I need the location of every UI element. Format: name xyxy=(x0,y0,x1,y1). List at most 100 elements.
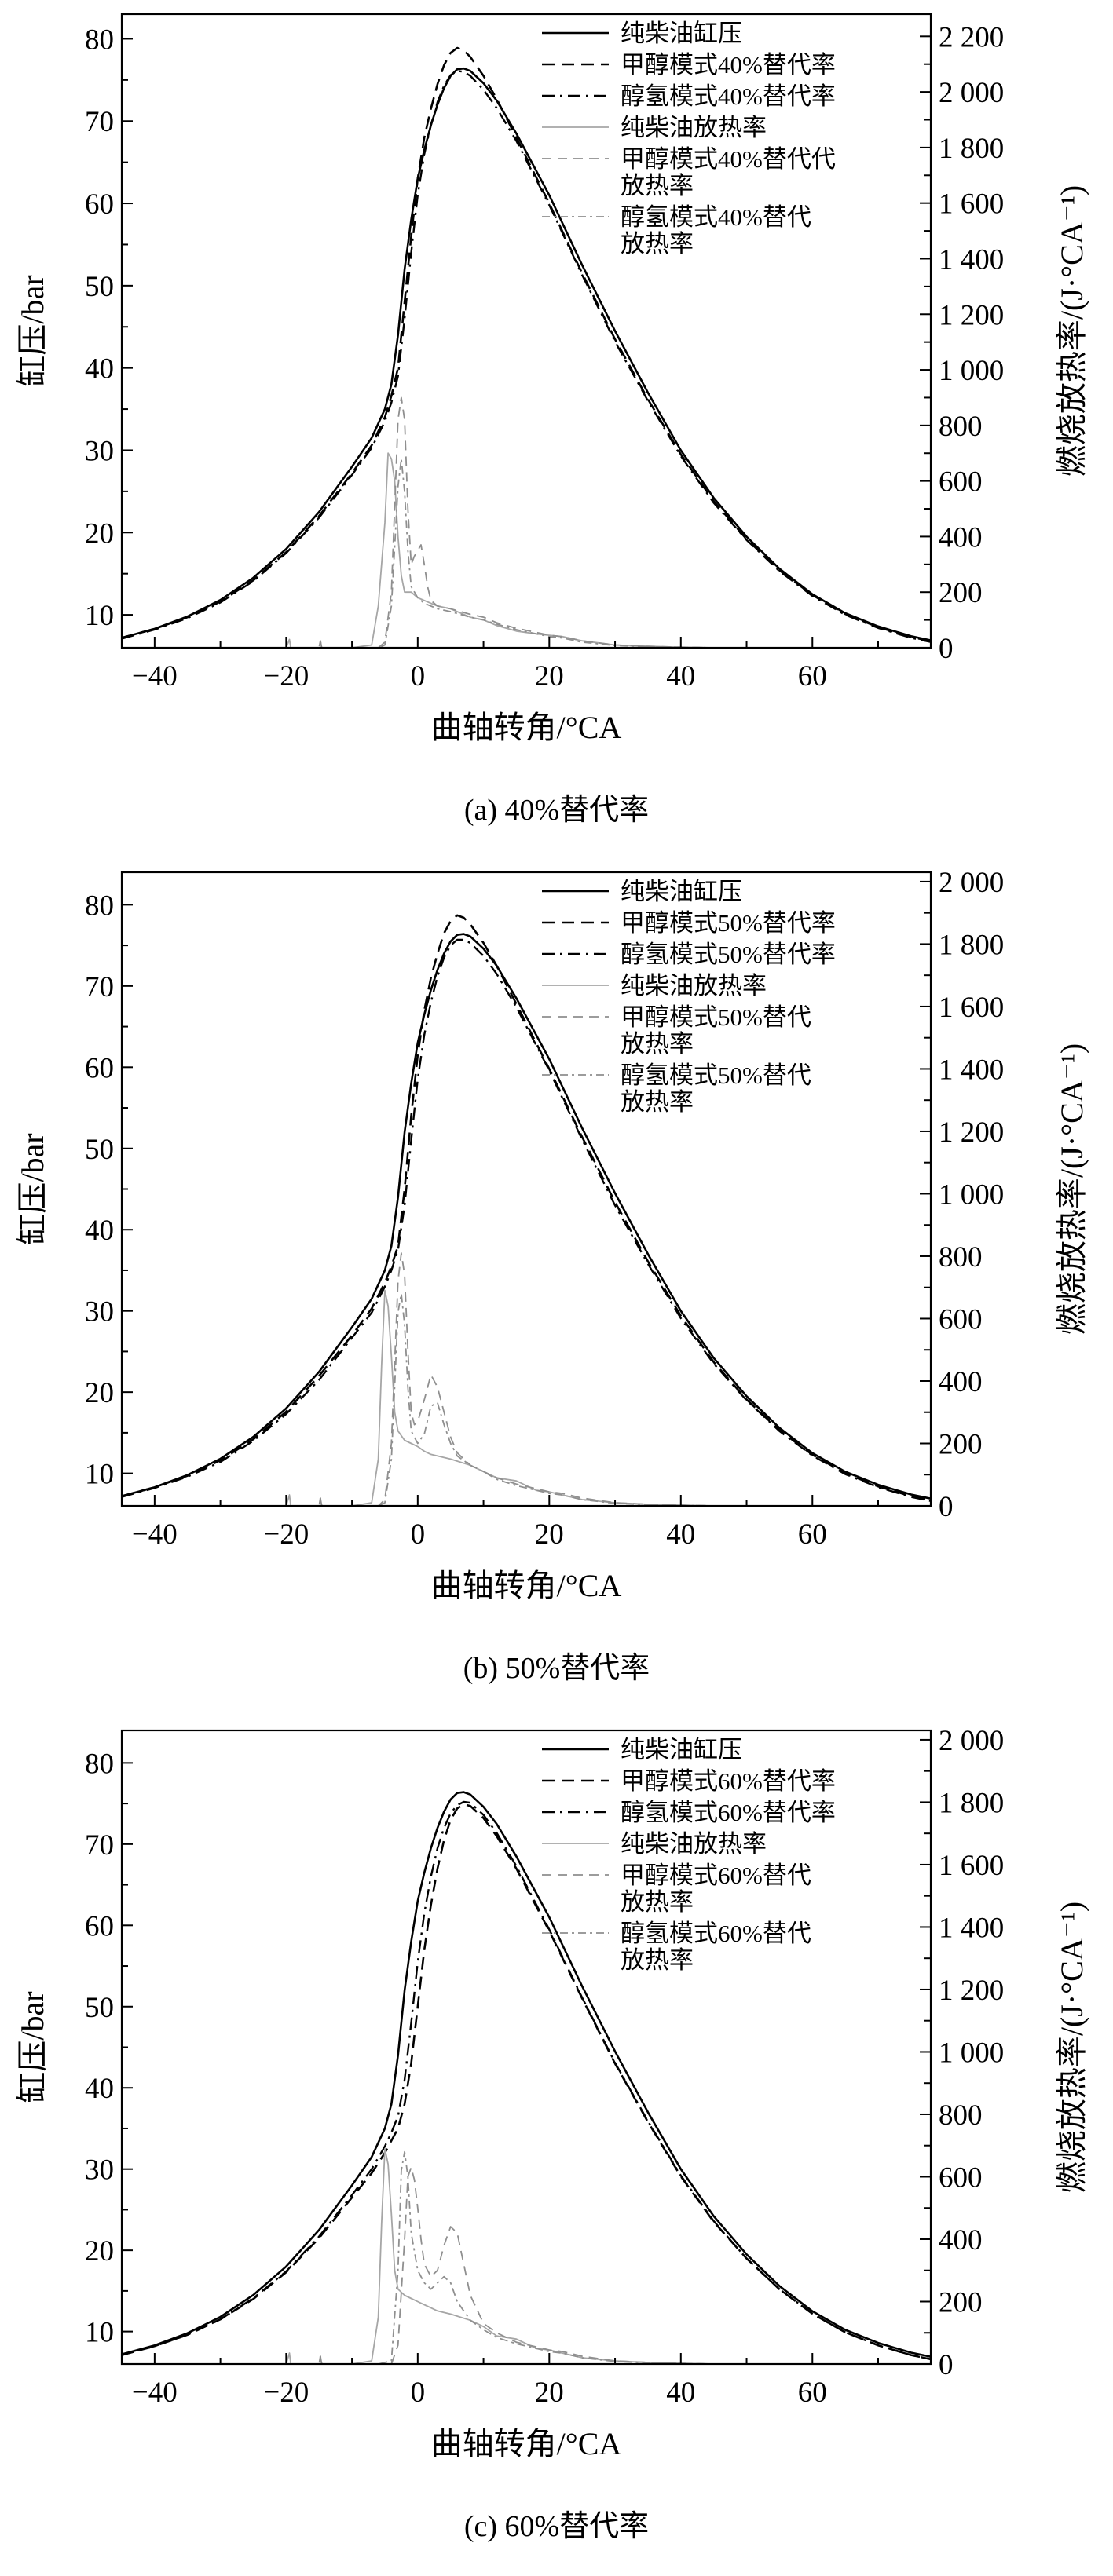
y2-tick-label: 200 xyxy=(939,577,983,609)
chart-panel-b: −40 −20 0 20 40 60 10 20 30 40 50 60 70 80 0 200 400 600 8… xyxy=(0,858,1113,1716)
chart-caption-a: (a) 40%替代率 xyxy=(463,794,650,827)
legend-label-1: 纯柴油缸压 xyxy=(621,878,742,905)
legend-label-1: 纯柴油缸压 xyxy=(621,1736,742,1763)
y2-tick-label: 1 400 xyxy=(939,1912,1004,1944)
y-tick-label: 40 xyxy=(85,353,114,385)
y2-tick-label: 1 800 xyxy=(939,1787,1004,1819)
series-line-6 xyxy=(122,2150,931,2364)
legend: 纯柴油缸压甲醇模式40%替代率醇氢模式40%替代率纯柴油放热率甲醇模式40%替代… xyxy=(542,20,836,258)
legend-label-4: 纯柴油放热率 xyxy=(621,972,767,999)
chart-svg-b: −40 −20 0 20 40 60102030405060708002004006008… xyxy=(15,867,1089,1603)
legend-label-1: 纯柴油缸压 xyxy=(621,20,742,47)
x-tick-label: −40 xyxy=(132,660,178,692)
chart-panel-c: −40 −20 0 20 40 60 10 20 30 40 50 60 70 80 0 200 400 600 8… xyxy=(0,1716,1113,2574)
y2-tick-label: 1 600 xyxy=(939,188,1004,221)
y-tick-label: 20 xyxy=(85,1377,114,1409)
y2-tick-label: 1 200 xyxy=(939,1116,1004,1149)
y2-axis-label: 燃烧放热率/(J·°CA⁻¹) xyxy=(1054,1043,1089,1335)
y2-tick-label: 0 xyxy=(939,1491,954,1523)
legend-label-5: 放热率 xyxy=(621,172,694,199)
y-tick-label: 80 xyxy=(85,890,114,922)
y-tick-label: 30 xyxy=(85,2154,114,2187)
y-tick-label: 70 xyxy=(85,1829,114,1862)
legend: 纯柴油缸压甲醇模式60%替代率醇氢模式60%替代率纯柴油放热率甲醇模式60%替代… xyxy=(542,1736,836,1974)
legend-label-6: 放热率 xyxy=(621,230,694,258)
y2-tick-label: 1 000 xyxy=(939,355,1004,387)
y-tick-label: 30 xyxy=(85,1296,114,1328)
x-tick-label: −40 xyxy=(132,2377,178,2409)
y-tick-label: 20 xyxy=(85,2235,114,2267)
legend-label-6: 醇氢模式40%替代 xyxy=(621,203,811,231)
legend-label-5: 甲醇模式40%替代代 xyxy=(621,145,836,173)
legend-label-3: 醇氢模式60%替代率 xyxy=(621,1799,836,1826)
y2-tick-label: 1 600 xyxy=(939,1850,1004,1882)
y2-tick-label: 400 xyxy=(939,521,983,554)
y-axis-label: 缸压/bar xyxy=(15,1133,50,1244)
y-tick-label: 60 xyxy=(85,1910,114,1942)
legend-label-6: 放热率 xyxy=(621,1088,694,1116)
series-line-4 xyxy=(122,2147,931,2364)
x-tick-label: −20 xyxy=(263,1518,309,1551)
legend-label-3: 醇氢模式40%替代率 xyxy=(621,82,836,110)
y2-axis-label: 燃烧放热率/(J·°CA⁻¹) xyxy=(1054,1902,1089,2193)
series-line-3 xyxy=(122,1800,931,2360)
legend-label-3: 醇氢模式50%替代率 xyxy=(621,941,836,968)
series-line-2 xyxy=(122,46,931,642)
y2-tick-label: 600 xyxy=(939,466,983,499)
series-line-5 xyxy=(122,2166,931,2364)
y2-tick-label: 0 xyxy=(939,2349,954,2381)
y2-tick-label: 2 000 xyxy=(939,77,1004,109)
x-tick-label: 40 xyxy=(666,1518,695,1551)
y2-tick-label: 800 xyxy=(939,1241,983,1273)
legend-label-5: 甲醇模式60%替代 xyxy=(621,1862,811,1889)
x-tick-label: 20 xyxy=(535,1518,564,1551)
y2-tick-label: 1 200 xyxy=(939,299,1004,331)
y2-tick-label: 1 800 xyxy=(939,133,1004,165)
legend-label-2: 甲醇模式60%替代率 xyxy=(621,1767,836,1795)
x-tick-label: 40 xyxy=(666,2377,695,2409)
y2-tick-label: 400 xyxy=(939,1366,983,1398)
legend-label-6: 醇氢模式60%替代 xyxy=(621,1920,811,1947)
series-line-4 xyxy=(122,452,931,648)
y-tick-label: 70 xyxy=(85,971,114,1003)
series-line-3 xyxy=(122,70,931,643)
y2-tick-label: 200 xyxy=(939,1428,983,1460)
x-tick-label: 60 xyxy=(798,2377,827,2409)
y-tick-label: 20 xyxy=(85,517,114,550)
y2-tick-label: 1 000 xyxy=(939,1178,1004,1211)
y2-tick-label: 1 600 xyxy=(939,992,1004,1024)
x-axis-label: 曲轴转角/°CA xyxy=(431,710,622,745)
y-tick-label: 80 xyxy=(85,1748,114,1780)
y2-tick-label: 400 xyxy=(939,2224,983,2256)
series-line-1 xyxy=(122,933,931,1500)
x-tick-label: 0 xyxy=(411,1518,426,1551)
chart-svg-c: −40 −20 0 20 40 60102030405060708002004006008… xyxy=(15,1725,1089,2461)
x-axis-label: 曲轴转角/°CA xyxy=(431,2426,622,2461)
y-tick-label: 10 xyxy=(85,2317,114,2349)
series-line-6 xyxy=(122,458,931,648)
y2-tick-label: 2 000 xyxy=(939,1725,1004,1757)
y-tick-label: 40 xyxy=(85,2073,114,2105)
y2-tick-label: 1 200 xyxy=(939,1975,1004,2007)
legend-label-2: 甲醇模式50%替代率 xyxy=(621,909,836,937)
series-group xyxy=(122,46,931,648)
y-axis-label: 缸压/bar xyxy=(15,1991,50,2103)
y2-tick-label: 1 400 xyxy=(939,1054,1004,1086)
series-line-6 xyxy=(122,1292,931,1506)
series-line-2 xyxy=(122,914,931,1502)
y-tick-label: 50 xyxy=(85,271,114,303)
series-line-4 xyxy=(122,1289,931,1506)
legend-label-5: 放热率 xyxy=(621,1888,694,1916)
series-line-2 xyxy=(122,1803,931,2361)
y-tick-label: 50 xyxy=(85,1992,114,2024)
y2-tick-label: 200 xyxy=(939,2286,983,2318)
y-tick-label: 40 xyxy=(85,1215,114,1247)
x-tick-label: 0 xyxy=(411,2377,426,2409)
chart-caption-b: (b) 50%替代率 xyxy=(463,1652,650,1685)
legend-label-4: 纯柴油放热率 xyxy=(621,1830,767,1858)
y-tick-label: 10 xyxy=(85,600,114,632)
y2-tick-label: 2 000 xyxy=(939,867,1004,899)
y-tick-label: 60 xyxy=(85,188,114,221)
y2-tick-label: 800 xyxy=(939,2099,983,2132)
x-tick-label: 40 xyxy=(666,660,695,692)
